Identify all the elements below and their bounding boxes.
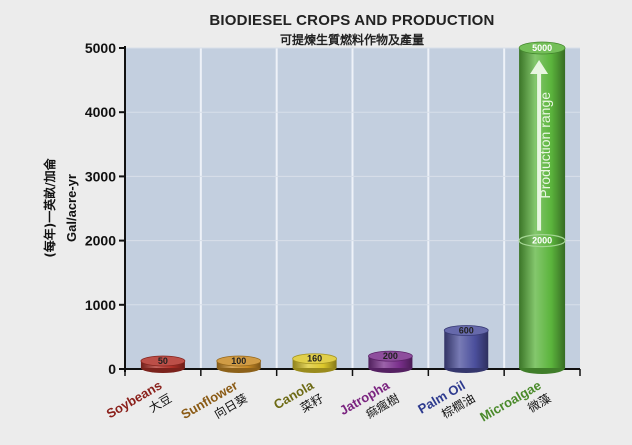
- chart-title: BIODIESEL CROPS AND PRODUCTION: [209, 12, 495, 29]
- production-range-annotation: Production range: [537, 92, 553, 199]
- y-tick-label: 5000: [85, 40, 116, 56]
- y-tick-label: 0: [108, 361, 116, 377]
- bar-top: [518, 41, 566, 55]
- bar: [444, 330, 489, 368]
- bar-top: [140, 355, 186, 367]
- bar-top: [216, 355, 262, 367]
- chart-subtitle: 可提煉生質燃料作物及產量: [279, 33, 424, 47]
- bar: [519, 48, 566, 368]
- bar-top: [292, 353, 337, 365]
- bar-top: [443, 325, 489, 336]
- y-tick-label: 4000: [85, 104, 116, 120]
- y-tick-label: 2000: [85, 233, 116, 249]
- range-arrow-head: [530, 60, 549, 74]
- bar-value-label: 100: [231, 356, 246, 366]
- y-tick-label: 1000: [85, 297, 116, 313]
- y-tick-label: 3000: [85, 168, 116, 184]
- bar-value-label: 5000: [532, 43, 552, 53]
- bar-value-label: 600: [459, 325, 474, 335]
- bar-value-label: 160: [307, 354, 322, 364]
- bar-value-label: 200: [383, 351, 398, 361]
- range-low-marker: [518, 234, 566, 248]
- bar-top: [368, 350, 413, 362]
- bar-value-label: 50: [158, 356, 168, 366]
- bar: [368, 356, 413, 368]
- range-low-label: 2000: [532, 236, 552, 246]
